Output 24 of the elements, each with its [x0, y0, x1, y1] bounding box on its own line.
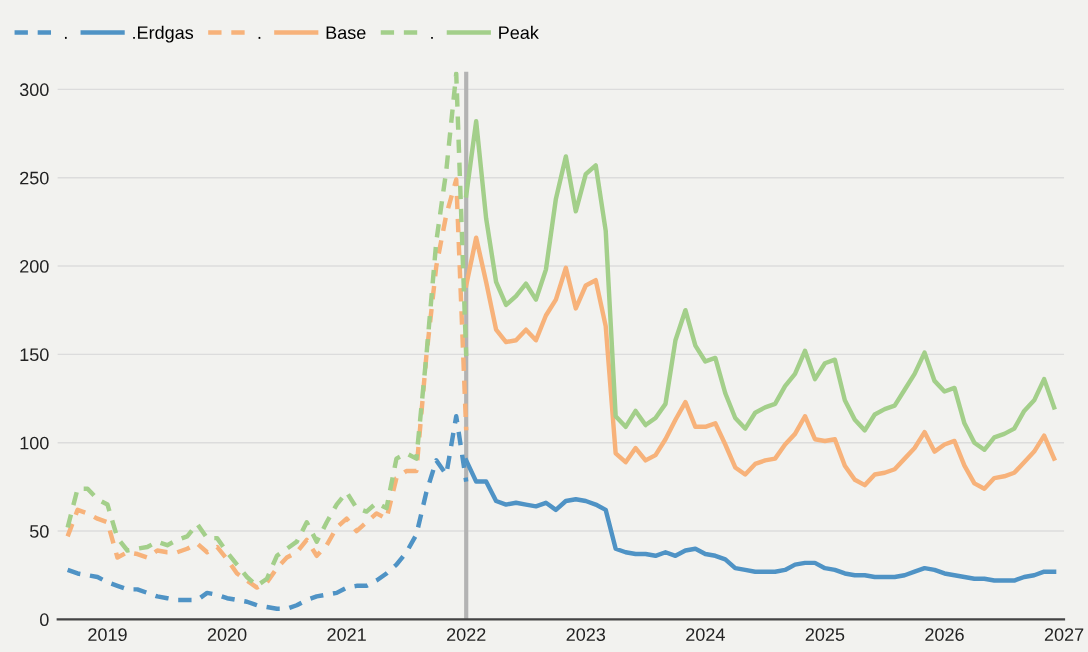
- line-series: [65, 177, 469, 590]
- y-tick-label: 250: [20, 171, 49, 185]
- x-tick-label: 2020: [207, 628, 247, 641]
- x-tick-label: 2019: [88, 628, 127, 641]
- legend-label: Base: [326, 26, 366, 40]
- legend-label: .: [258, 36, 261, 39]
- line-series: [463, 235, 1057, 491]
- y-tick-label: 0: [40, 613, 49, 627]
- x-tick-label: 2027: [1044, 628, 1084, 641]
- y-tick-label: 150: [20, 348, 49, 362]
- x-tick-label: 2022: [447, 628, 486, 641]
- y-tick-label: 50: [29, 525, 49, 538]
- legend-label: .: [431, 36, 433, 39]
- x-tick-label: 2025: [805, 628, 845, 641]
- y-tick-label: 200: [20, 259, 49, 273]
- x-tick-label: 2024: [686, 628, 725, 641]
- y-tick-label: 100: [20, 436, 49, 450]
- legend-label: Peak: [499, 25, 539, 40]
- legend-label: .: [64, 36, 67, 39]
- x-tick-label: 2026: [925, 628, 964, 641]
- x-tick-label: 2023: [566, 628, 606, 641]
- x-tick-label: 2021: [327, 628, 366, 641]
- legend-label: .Erdgas: [133, 25, 194, 43]
- y-tick-label: 300: [19, 83, 49, 97]
